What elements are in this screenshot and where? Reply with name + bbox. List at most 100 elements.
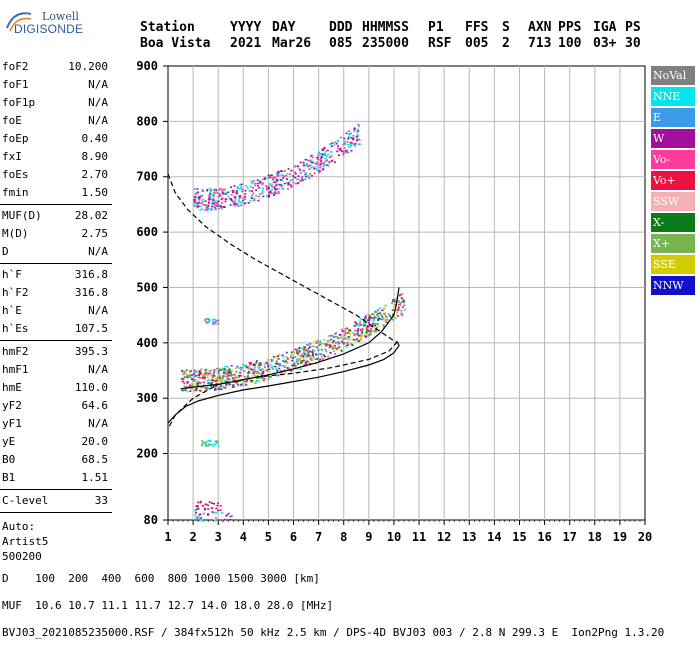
echo-point xyxy=(337,147,340,150)
echo-point xyxy=(277,358,280,360)
echo-point xyxy=(225,370,228,372)
echo-point xyxy=(253,368,256,370)
echo-point xyxy=(203,373,206,376)
legend-item: E xyxy=(651,108,695,127)
echo-point xyxy=(282,177,285,179)
echo-point xyxy=(245,202,248,204)
echo-point xyxy=(367,313,370,316)
echo-point xyxy=(193,202,196,205)
echo-point xyxy=(303,364,306,367)
echo-point xyxy=(305,349,308,351)
echo-point xyxy=(307,344,310,346)
echo-point xyxy=(210,511,213,513)
echo-point xyxy=(216,205,219,207)
echo-point xyxy=(400,300,403,303)
echo-point xyxy=(303,169,306,172)
echo-point xyxy=(323,146,326,149)
echo-point xyxy=(322,354,325,357)
echo-point xyxy=(257,199,260,202)
echo-point xyxy=(325,350,328,353)
echo-point xyxy=(399,302,402,305)
echo-point xyxy=(327,153,330,156)
echo-point xyxy=(277,170,280,173)
parameter-name: h`F xyxy=(2,268,22,281)
echo-point xyxy=(227,191,230,194)
echo-point xyxy=(302,164,305,167)
echo-point xyxy=(243,381,246,384)
echo-point xyxy=(401,306,404,308)
echo-point xyxy=(320,348,323,350)
echo-point xyxy=(278,183,281,186)
echo-point xyxy=(213,374,216,377)
header-row1-cell: HHMMSS xyxy=(362,20,409,35)
echo-point xyxy=(233,196,236,199)
echo-point xyxy=(208,196,211,198)
echo-point xyxy=(294,171,297,174)
echo-point xyxy=(261,187,264,190)
echo-point xyxy=(255,194,258,197)
echo-point xyxy=(191,384,194,387)
echo-point xyxy=(227,371,230,374)
echo-point xyxy=(230,203,233,206)
echo-point xyxy=(381,309,384,311)
echo-point xyxy=(256,372,259,374)
echo-point xyxy=(212,379,215,382)
echo-point xyxy=(334,353,337,355)
echo-point xyxy=(288,367,291,370)
echo-point xyxy=(261,368,264,370)
echo-point xyxy=(186,390,189,393)
echo-point xyxy=(213,443,216,445)
echo-point xyxy=(219,388,222,391)
echo-point xyxy=(224,373,227,375)
echo-point xyxy=(315,167,318,170)
auto-line: Artist5 xyxy=(2,535,49,548)
echo-point xyxy=(185,383,188,385)
echo-point xyxy=(281,179,284,182)
parameter-separator xyxy=(0,489,112,490)
echo-point xyxy=(225,383,228,386)
echo-point xyxy=(318,353,321,355)
echo-point xyxy=(203,209,206,211)
echo-point xyxy=(263,366,266,368)
echo-point xyxy=(201,201,204,204)
echo-point xyxy=(305,363,308,366)
echo-point xyxy=(276,175,279,177)
echo-point xyxy=(372,320,375,322)
echo-point xyxy=(303,353,306,356)
echo-point xyxy=(244,193,247,195)
echo-point xyxy=(240,183,243,186)
echo-point xyxy=(184,376,187,378)
echo-point xyxy=(280,184,283,187)
echo-point xyxy=(351,142,354,144)
header-row1-cell: S xyxy=(502,20,510,35)
echo-point xyxy=(239,195,242,197)
echo-point xyxy=(310,154,313,157)
echo-point xyxy=(210,208,213,211)
echo-point xyxy=(218,189,221,191)
echo-point xyxy=(262,372,265,375)
echo-point xyxy=(319,162,322,164)
echo-point xyxy=(251,190,254,192)
echo-point xyxy=(320,349,323,352)
echo-point xyxy=(397,306,400,309)
logo-line1: Lowell xyxy=(42,10,79,23)
echo-point xyxy=(310,159,313,162)
echo-point xyxy=(278,354,281,356)
echo-point xyxy=(308,164,311,167)
echo-point xyxy=(286,358,289,360)
parameter-row: foF1 N/A xyxy=(0,76,112,94)
echo-point xyxy=(319,166,322,169)
echo-point xyxy=(222,205,225,208)
echo-point xyxy=(206,209,209,211)
x-tick-label: 10 xyxy=(387,530,401,544)
echo-point xyxy=(211,204,214,207)
echo-point xyxy=(352,138,355,141)
echo-point xyxy=(319,170,322,173)
echo-point xyxy=(313,345,316,348)
echo-point xyxy=(356,131,359,133)
echo-point xyxy=(237,188,240,190)
echo-point xyxy=(376,318,379,320)
echo-point xyxy=(369,334,372,337)
echo-point xyxy=(279,170,282,172)
echo-point xyxy=(197,205,200,207)
